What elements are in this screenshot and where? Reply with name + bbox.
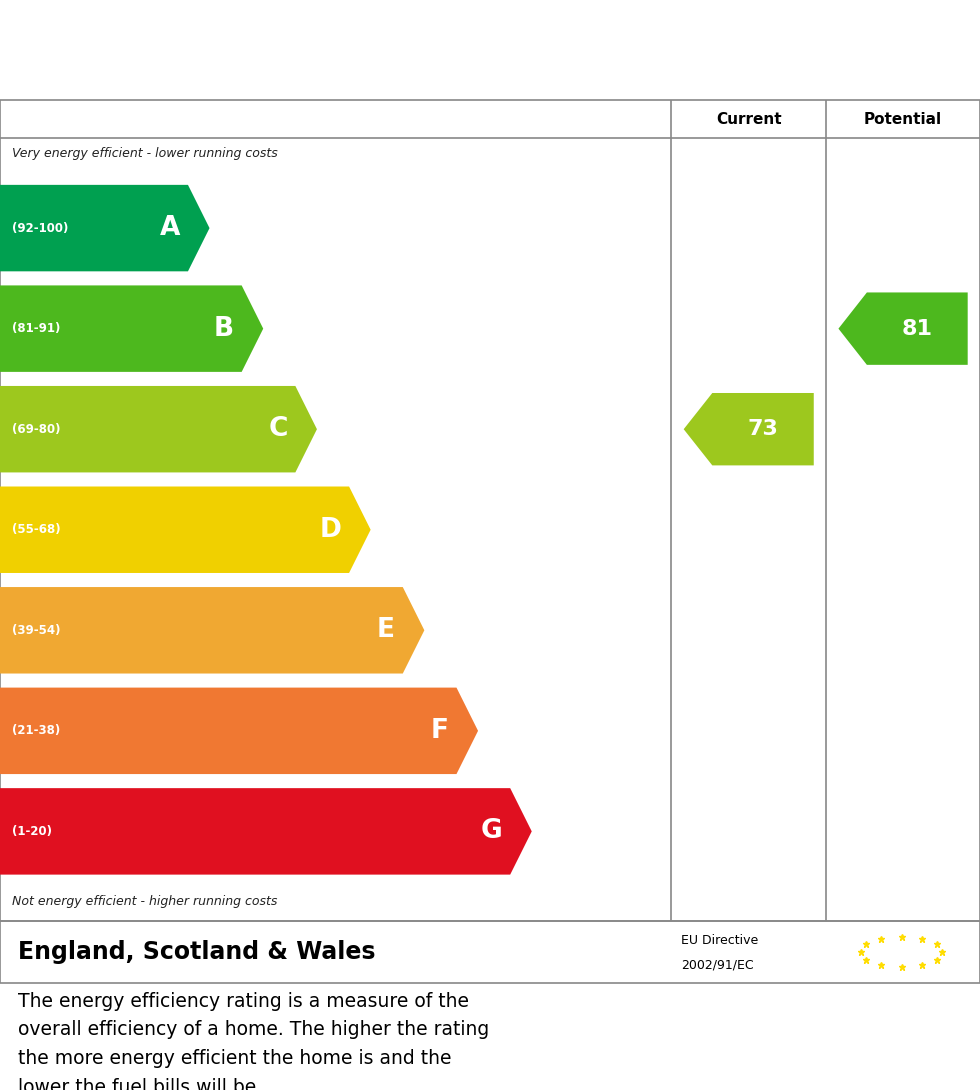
- Polygon shape: [0, 588, 424, 674]
- Text: Energy Efficiency Rating: Energy Efficiency Rating: [18, 49, 497, 84]
- Polygon shape: [0, 788, 532, 874]
- Text: (81-91): (81-91): [12, 323, 60, 335]
- Polygon shape: [839, 292, 967, 365]
- Text: 2002/91/EC: 2002/91/EC: [681, 958, 754, 971]
- Text: Current: Current: [716, 112, 781, 126]
- Text: B: B: [214, 316, 234, 341]
- Text: England, Scotland & Wales: England, Scotland & Wales: [18, 940, 375, 965]
- Polygon shape: [0, 286, 264, 372]
- Polygon shape: [0, 688, 478, 774]
- Text: Very energy efficient - lower running costs: Very energy efficient - lower running co…: [12, 147, 277, 160]
- Text: Potential: Potential: [864, 112, 942, 126]
- Text: (21-38): (21-38): [12, 725, 60, 737]
- Polygon shape: [0, 486, 370, 573]
- Text: C: C: [269, 416, 287, 443]
- Text: Not energy efficient - higher running costs: Not energy efficient - higher running co…: [12, 895, 277, 908]
- Text: 81: 81: [902, 318, 933, 339]
- Polygon shape: [684, 393, 813, 465]
- Polygon shape: [0, 386, 317, 472]
- Text: (92-100): (92-100): [12, 221, 69, 234]
- Text: E: E: [377, 617, 395, 643]
- Text: The energy efficiency rating is a measure of the
overall efficiency of a home. T: The energy efficiency rating is a measur…: [18, 992, 489, 1090]
- Text: (1-20): (1-20): [12, 825, 52, 838]
- Text: (55-68): (55-68): [12, 523, 61, 536]
- Text: A: A: [160, 215, 180, 241]
- Text: G: G: [480, 819, 503, 845]
- Text: EU Directive: EU Directive: [681, 934, 759, 947]
- Text: D: D: [319, 517, 341, 543]
- Text: (69-80): (69-80): [12, 423, 60, 436]
- Text: 73: 73: [748, 420, 778, 439]
- Polygon shape: [0, 185, 210, 271]
- Text: (39-54): (39-54): [12, 623, 60, 637]
- Text: F: F: [430, 718, 449, 743]
